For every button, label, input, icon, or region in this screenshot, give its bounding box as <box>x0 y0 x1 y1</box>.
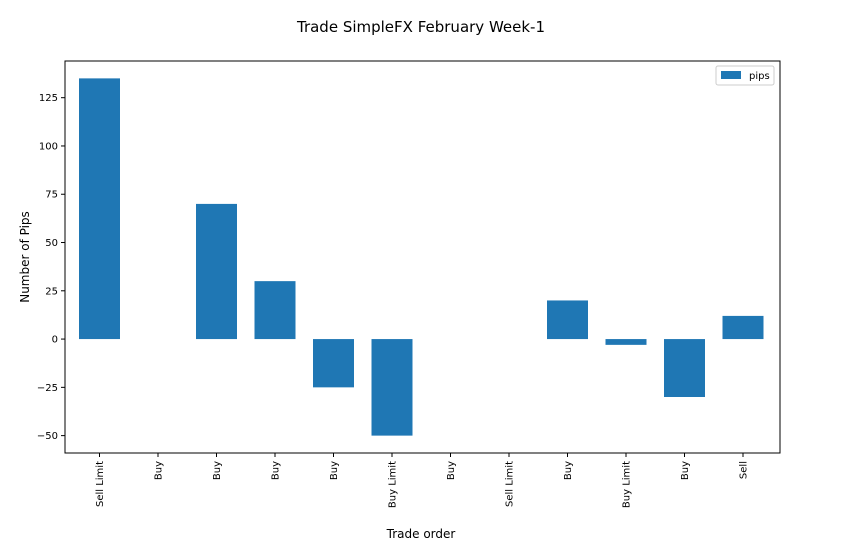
x-tick-label: Sell Limit <box>95 461 106 507</box>
y-tick-label: 50 <box>45 238 58 249</box>
bar <box>313 339 354 388</box>
x-tick-label: Buy <box>563 461 574 480</box>
x-tick-label: Buy <box>680 461 691 480</box>
x-tick-label: Buy <box>446 461 457 480</box>
bar <box>547 300 588 340</box>
x-tick-label: Buy <box>154 461 165 480</box>
y-tick-label: −25 <box>37 383 58 394</box>
legend: pips <box>715 65 775 86</box>
y-tick-label: −50 <box>37 431 58 442</box>
bar <box>79 78 120 340</box>
y-tick-label: 25 <box>45 286 58 297</box>
bar <box>664 339 705 397</box>
x-tick-label: Buy <box>212 461 223 480</box>
y-tick-label: 100 <box>39 141 58 152</box>
bar <box>722 315 764 340</box>
x-tick-label: Sell <box>739 461 750 479</box>
legend-label: pips <box>749 71 770 82</box>
x-tick-label: Buy Limit <box>388 461 399 508</box>
x-axis-label: Trade order <box>386 527 456 541</box>
bar <box>371 339 413 436</box>
plot-area <box>64 60 781 454</box>
bar <box>605 339 647 345</box>
y-tick-label: 75 <box>45 190 58 201</box>
x-tick-label: Buy Limit <box>622 461 633 508</box>
y-tick-label: 0 <box>52 335 58 346</box>
y-axis-label: Number of Pips <box>18 211 32 303</box>
bar <box>254 281 296 340</box>
y-tick-label: 125 <box>39 93 58 104</box>
x-tick-label: Buy <box>329 461 340 480</box>
x-tick-label: Buy <box>271 461 282 480</box>
bars-layer <box>79 78 764 436</box>
legend-swatch <box>721 71 741 79</box>
y-axis: −50 −25 0 25 50 75 100 125 <box>37 93 65 442</box>
chart-title: Trade SimpleFX February Week-1 <box>296 18 545 36</box>
legend-frame <box>715 65 775 86</box>
bar <box>196 203 237 340</box>
x-axis: Sell Limit Buy Buy Buy Buy Buy Limit Buy Sell L… <box>95 453 750 508</box>
x-tick-label: Sell Limit <box>505 461 516 507</box>
